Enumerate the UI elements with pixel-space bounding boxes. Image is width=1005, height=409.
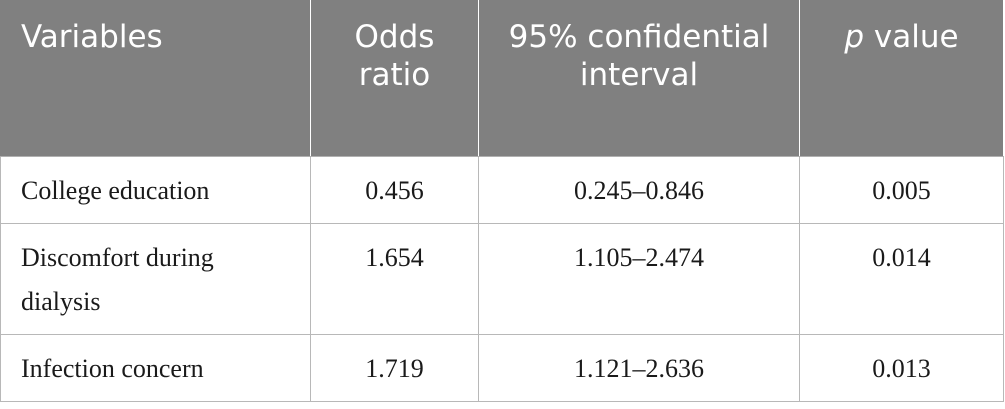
header-variables: Variables xyxy=(0,0,311,157)
cell-odds-ratio: 0.456 xyxy=(310,155,479,224)
cell-variable: Discomfort during dialysis xyxy=(0,222,311,335)
cell-p-value: 0.005 xyxy=(799,155,1004,224)
table-row: Infection concern 1.719 1.121–2.636 0.01… xyxy=(0,333,1004,402)
cell-variable: Infection concern xyxy=(0,333,311,402)
cell-variable: College education xyxy=(0,155,311,224)
cell-confidence-interval: 1.105–2.474 xyxy=(478,222,800,335)
table-body: College education 0.456 0.245–0.846 0.00… xyxy=(0,155,1004,402)
cell-confidence-interval: 1.121–2.636 xyxy=(478,333,800,402)
table-header: Variables Odds ratio 95% confidential in… xyxy=(0,0,1004,157)
table-row: College education 0.456 0.245–0.846 0.00… xyxy=(0,155,1004,224)
table-row: Discomfort during dialysis 1.654 1.105–2… xyxy=(0,222,1004,335)
header-odds-ratio: Odds ratio xyxy=(310,0,479,157)
header-p-italic: p xyxy=(844,19,865,55)
cell-odds-ratio: 1.719 xyxy=(310,333,479,402)
cell-odds-ratio: 1.654 xyxy=(310,222,479,335)
header-p-value: p value xyxy=(799,0,1004,157)
header-row: Variables Odds ratio 95% confidential in… xyxy=(0,0,1004,157)
header-p-rest: value xyxy=(864,19,959,55)
header-confidence-interval: 95% confidential interval xyxy=(478,0,800,157)
cell-confidence-interval: 0.245–0.846 xyxy=(478,155,800,224)
cell-p-value: 0.013 xyxy=(799,333,1004,402)
cell-p-value: 0.014 xyxy=(799,222,1004,335)
